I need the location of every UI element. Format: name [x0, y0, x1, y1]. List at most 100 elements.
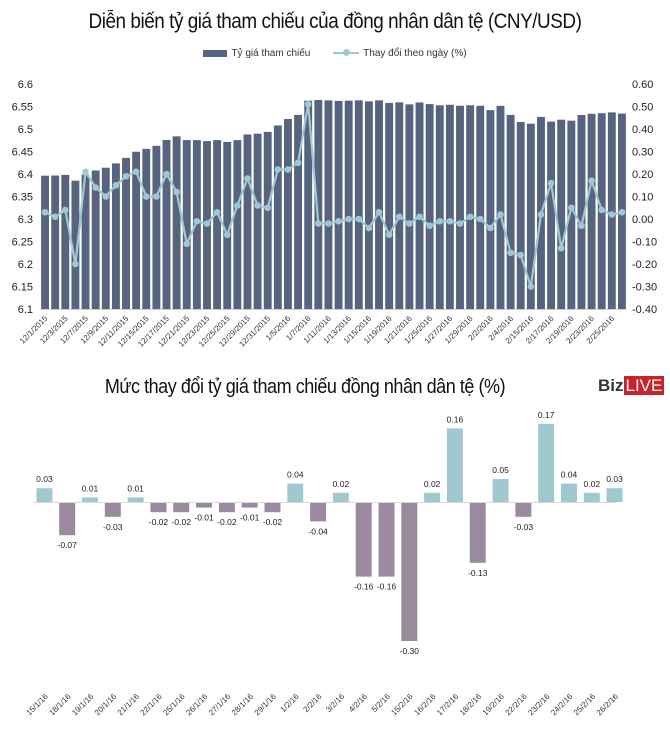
line-point: [213, 208, 221, 216]
line-point: [598, 206, 605, 214]
line-point: [487, 224, 494, 232]
bar: [41, 175, 50, 309]
line-point: [284, 166, 292, 173]
bar: [36, 488, 53, 502]
bar: [192, 140, 201, 309]
bar: [150, 503, 167, 513]
y-right-tick-label: 0.20: [632, 169, 653, 181]
data-label: 0.16: [447, 414, 464, 424]
bar: [538, 423, 555, 502]
data-label: -0.02: [217, 517, 237, 527]
chart-title-bottom: Mức thay đổi tỷ giá tham chiếu đồng nhân…: [104, 376, 506, 398]
bar: [122, 157, 130, 309]
bar: [233, 140, 242, 309]
bar: [515, 503, 532, 517]
bar: [587, 113, 596, 309]
line-point: [416, 213, 423, 221]
line-point: [426, 222, 433, 230]
line-point: [41, 208, 49, 216]
data-label: -0.16: [354, 582, 374, 592]
bar: [294, 114, 303, 310]
bar: [492, 479, 509, 502]
y-right-tick-label: 0.00: [632, 214, 653, 226]
bar: [395, 102, 404, 309]
bar: [196, 503, 213, 508]
line-point: [618, 208, 626, 216]
line-point: [254, 202, 261, 209]
bar: [375, 100, 383, 310]
chart-title-top: Diễn biến tỷ giá tham chiếu của đồng nhâ…: [88, 10, 582, 33]
y-left-tick-label: 6.45: [12, 147, 33, 159]
line-point: [578, 222, 585, 230]
legend-bar-swatch: [203, 49, 228, 57]
bar: [51, 175, 60, 309]
bar: [71, 180, 80, 309]
line-point: [92, 184, 99, 191]
line-point: [385, 231, 393, 239]
x-tick-label: 25/2/16: [572, 692, 598, 718]
data-label: -0.30: [400, 646, 420, 656]
line-point: [395, 213, 403, 221]
x-tick-label: 16/2/16: [412, 692, 438, 718]
bar: [577, 115, 586, 309]
y-left-tick-label: 6.55: [12, 102, 33, 114]
x-tick-label: 4/2/16: [347, 692, 369, 714]
x-tick-label: 28/1/16: [230, 692, 256, 718]
bar: [378, 503, 395, 577]
line-point: [335, 217, 342, 225]
data-label: -0.03: [103, 522, 123, 532]
line-point: [173, 188, 180, 196]
line-point: [153, 193, 160, 200]
line-point: [406, 220, 413, 227]
y-right-tick-label: -0.20: [632, 259, 657, 271]
x-tick-label: 3/2/16: [324, 692, 346, 714]
bar: [567, 120, 576, 309]
logo-biz: Biz: [598, 376, 624, 395]
y-right-tick-label: -0.40: [632, 304, 657, 316]
x-tick-label: 20/1/16: [93, 692, 119, 718]
logo-live: LIVE: [623, 376, 665, 395]
x-tick-label: 22/1/16: [139, 692, 165, 718]
y-right-tick-label: 0.60: [632, 79, 653, 91]
data-label: -0.02: [149, 517, 169, 527]
data-label: 0.03: [606, 474, 623, 484]
chart-top: 6.6 6.55 6.5 6.45 6.4 6.35 6.3 6.25 6.2 6.15 6.1 0.…: [12, 79, 658, 349]
bar: [425, 104, 434, 310]
line-point: [507, 249, 514, 257]
line-point: [446, 217, 454, 225]
legend-line-swatch: [333, 49, 360, 57]
bar: [304, 100, 313, 310]
y-right-tick-label: -0.10: [632, 237, 657, 249]
line-point: [345, 215, 352, 223]
line-point: [456, 220, 464, 227]
x-tick-label: 2/2/16: [301, 692, 323, 714]
line-point: [517, 251, 525, 259]
line-point: [163, 170, 170, 178]
bar: [486, 110, 495, 310]
bar: [466, 105, 475, 309]
data-label: -0.01: [194, 513, 214, 523]
line-point: [193, 217, 201, 225]
bar: [606, 488, 623, 502]
bar: [526, 123, 535, 309]
line-point: [122, 172, 130, 180]
data-label: -0.04: [308, 526, 328, 536]
y-right-tick-label: 0.10: [632, 192, 653, 204]
line-point: [466, 213, 474, 221]
bar: [401, 503, 418, 641]
y-left-tick-label: 6.15: [12, 282, 33, 294]
legend-line-label: Thay đổi theo ngày (%): [363, 48, 467, 59]
line-point: [537, 211, 545, 218]
line-point: [51, 213, 59, 221]
x-tick-label: 21/1/16: [116, 692, 142, 718]
bar: [354, 100, 363, 310]
line-point: [588, 177, 595, 185]
line-point: [72, 260, 79, 268]
line-point: [294, 159, 302, 167]
data-label: 0.01: [127, 483, 144, 493]
line-point: [102, 193, 110, 200]
x-tick-label: 15/1/16: [25, 692, 51, 718]
line-point: [142, 193, 150, 200]
data-label: -0.07: [58, 540, 78, 550]
bar: [607, 112, 616, 310]
